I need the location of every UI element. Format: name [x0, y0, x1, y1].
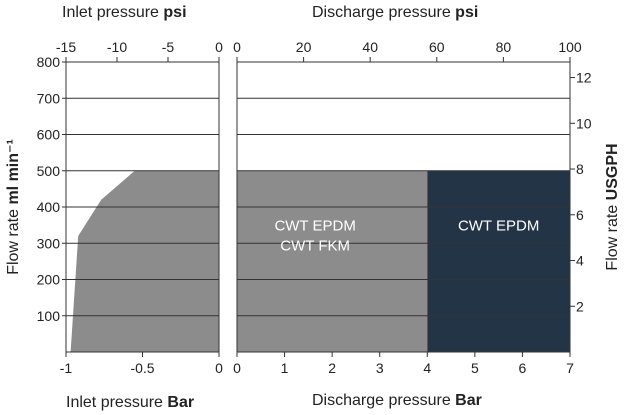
- inlet-bar-title: Inlet pressure Bar: [66, 394, 194, 411]
- inlet-psi-tick-label: -5: [162, 39, 175, 55]
- discharge-bar-title: Discharge pressure Bar: [312, 392, 482, 409]
- discharge-bar-tick-label: 5: [471, 360, 479, 376]
- discharge-psi-tick-label: 0: [233, 39, 241, 55]
- discharge-bar-tick-label: 6: [519, 360, 527, 376]
- y-left-tick-label: 400: [37, 199, 61, 215]
- discharge-bar-tick-label: 4: [423, 360, 431, 376]
- gridlines: [66, 61, 570, 317]
- discharge-bar-tick-label: 1: [281, 360, 289, 376]
- discharge-psi-title: Discharge pressure psi: [312, 4, 478, 21]
- region-label: CWT FKM: [280, 238, 350, 255]
- y-left-tick-label: 200: [37, 272, 61, 288]
- inlet-bar-tick-label: 0: [215, 360, 223, 376]
- inlet-bar-tick-label: -0.5: [130, 360, 154, 376]
- discharge-region-2: [427, 170, 570, 352]
- discharge-region-1: [237, 170, 428, 352]
- discharge-psi-tick-label: 40: [362, 39, 378, 55]
- discharge-psi-tick-label: 20: [296, 39, 312, 55]
- y-right-tick-label: 4: [576, 253, 584, 269]
- y-left-tick-label: 700: [37, 90, 61, 106]
- region-label: CWT EPDM: [274, 218, 355, 235]
- y-right-tick-label: 6: [576, 207, 584, 223]
- y-left-tick-label: 600: [37, 127, 61, 143]
- discharge-bar-tick-label: 0: [233, 360, 241, 376]
- y-left-tick-label: 800: [37, 54, 61, 70]
- y-right-tick-label: 8: [576, 161, 584, 177]
- y-left-tick-label: 300: [37, 235, 61, 251]
- y-right-title: Flow rate USGPH: [604, 143, 621, 270]
- axes: [62, 57, 575, 357]
- inlet-psi-tick-label: 0: [215, 39, 223, 55]
- y-left-tick-label: 500: [37, 163, 61, 179]
- y-left-title: Flow rate ml min⁻¹: [5, 139, 22, 275]
- discharge-bar-tick-label: 2: [328, 360, 336, 376]
- inlet-bar-tick-label: -1: [60, 360, 73, 376]
- discharge-bar-tick-label: 3: [376, 360, 384, 376]
- inlet-psi-tick-label: -15: [56, 39, 76, 55]
- discharge-psi-tick-label: 100: [558, 39, 582, 55]
- y-right-tick-label: 2: [576, 298, 584, 314]
- y-right-tick-label: 10: [576, 115, 592, 131]
- y-right-tick-label: 12: [576, 70, 592, 86]
- discharge-bar-tick-label: 7: [566, 360, 574, 376]
- inlet-psi-tick-label: -10: [107, 39, 127, 55]
- y-left-tick-label: 100: [37, 308, 61, 324]
- region-label: CWT EPDM: [458, 218, 539, 235]
- area-fills: [70, 170, 570, 352]
- discharge-psi-tick-label: 80: [496, 39, 512, 55]
- inlet-psi-title: Inlet pressure psi: [62, 4, 187, 21]
- discharge-psi-tick-label: 60: [429, 39, 445, 55]
- inlet-area: [70, 170, 219, 352]
